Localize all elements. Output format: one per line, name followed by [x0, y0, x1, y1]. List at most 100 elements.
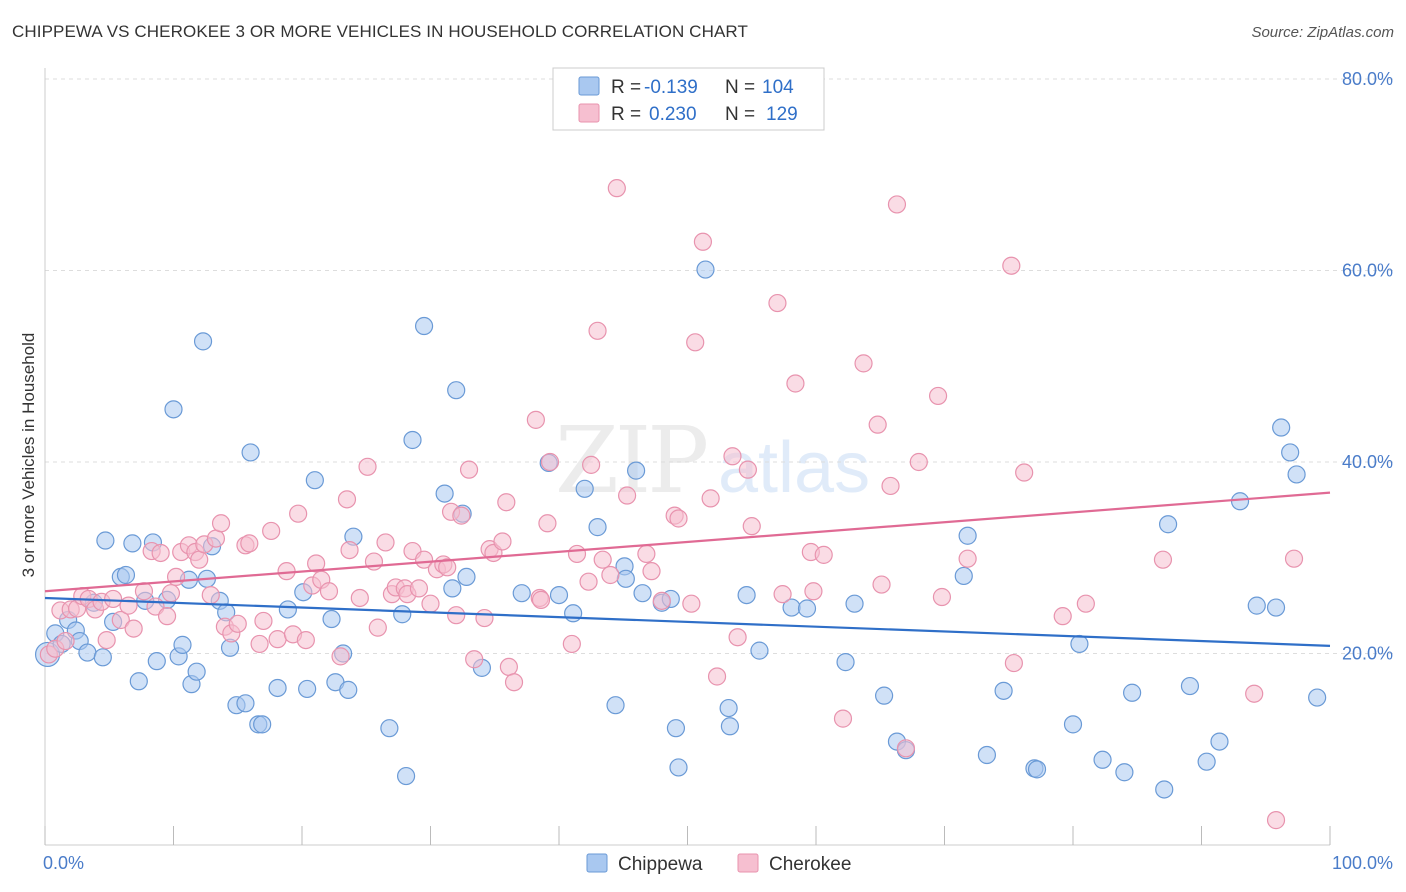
chippewa-point: [193, 332, 213, 351]
chart-title: CHIPPEWA VS CHEROKEE 3 OR MORE VEHICLES …: [12, 22, 748, 41]
chippewa-point: [457, 567, 476, 587]
cherokee-point: [1004, 653, 1023, 673]
chippewa-point: [977, 745, 997, 765]
bottom-legend-label-cherokee: Cherokee: [769, 854, 851, 875]
legend-swatch-cherokee: [578, 103, 600, 123]
y-tick-label: 60.0%: [1342, 261, 1393, 281]
bottom-legend-label-chippewa: Chippewa: [618, 854, 703, 875]
chippewa-point: [696, 260, 715, 279]
chippewa-point: [1123, 683, 1142, 702]
chippewa-point: [549, 585, 569, 605]
cherokee-point: [682, 594, 701, 613]
chippewa-point: [253, 715, 272, 734]
cherokee-trendline: [44, 491, 1331, 593]
chippewa-point: [1247, 596, 1266, 615]
chippewa-point: [633, 584, 652, 603]
chippewa-trendline: [44, 596, 1331, 647]
chippewa-point: [1210, 732, 1229, 751]
chippewa-point: [958, 526, 977, 545]
chippewa-point: [380, 719, 399, 738]
cherokee-point: [701, 489, 720, 508]
legend-n-label-2: N =: [725, 104, 755, 125]
y-tick-label: 20.0%: [1342, 644, 1393, 664]
cherokee-point: [562, 634, 581, 654]
cherokee-point: [438, 558, 457, 577]
cherokee-point: [447, 606, 466, 625]
cherokee-point: [414, 550, 434, 569]
cherokee-point: [601, 565, 620, 585]
cherokee-point: [582, 455, 601, 474]
cherokee-point: [642, 562, 661, 581]
cherokee-point: [814, 545, 833, 564]
chippewa-point: [1180, 676, 1200, 696]
legend-n-value-1: 104: [762, 77, 794, 98]
chippewa-point: [606, 696, 625, 715]
cherokee-point: [686, 333, 705, 352]
cherokee-point: [124, 619, 143, 638]
chippewa-point: [994, 681, 1013, 700]
chippewa-point: [1093, 750, 1112, 769]
cherokee-point: [588, 321, 607, 340]
cherokee-point: [707, 667, 727, 686]
cherokee-point: [1153, 550, 1173, 569]
cherokee-point: [119, 596, 138, 615]
cherokee-point: [593, 550, 612, 569]
cherokee-point: [618, 486, 637, 505]
cherokee-point: [738, 460, 757, 479]
axes: [44, 68, 1331, 846]
cherokee-point: [499, 657, 518, 677]
cherokee-point: [201, 585, 220, 605]
cherokee-point: [337, 490, 357, 509]
y-tick-label: 80.0%: [1342, 69, 1393, 89]
chippewa-point: [719, 698, 738, 718]
cherokee-point: [409, 579, 429, 598]
cherokee-point: [493, 532, 512, 551]
cherokee-point: [465, 650, 484, 669]
cherokee-point: [723, 447, 742, 466]
chippewa-point: [1115, 763, 1134, 782]
cherokee-point: [358, 457, 377, 476]
chippewa-point: [1272, 418, 1291, 437]
cherokee-point: [1015, 463, 1034, 482]
cherokee-point: [1284, 549, 1304, 568]
legend-r-value-2: 0.230: [649, 104, 697, 125]
cherokee-point: [540, 452, 560, 472]
cherokee-point: [1245, 684, 1264, 703]
y-tick-labels: 20.0% 40.0% 60.0% 80.0%: [1342, 69, 1393, 664]
chippewa-point: [845, 594, 864, 613]
cherokee-point: [350, 588, 369, 608]
chippewa-point: [720, 717, 740, 736]
source-credit: Source: ZipAtlas.com: [1251, 24, 1394, 41]
cherokee-point: [459, 460, 479, 479]
chippewa-point: [305, 471, 324, 490]
chippewa-point: [403, 430, 422, 450]
chippewa-point: [1287, 465, 1306, 484]
chippewa-point: [241, 443, 260, 462]
cherokee-point: [307, 554, 326, 573]
chippewa-points: [34, 260, 1327, 799]
bottom-legend-swatch-chippewa: [586, 853, 608, 873]
cherokee-point: [693, 232, 713, 251]
legend-swatch-chippewa: [578, 76, 600, 96]
cherokee-point: [340, 540, 359, 560]
chippewa-point: [1308, 688, 1327, 707]
cherokee-point: [773, 585, 792, 604]
cherokee-point: [868, 415, 887, 434]
cherokee-point: [958, 549, 977, 568]
correlation-legend: R = -0.139 N = 104 R = 0.230 N = 129: [552, 67, 825, 131]
cherokee-point: [190, 550, 209, 569]
chippewa-point: [1266, 598, 1286, 617]
chippewa-point: [298, 679, 317, 699]
cherokee-point: [421, 594, 440, 613]
chippewa-point: [669, 758, 688, 777]
chippewa-point: [322, 609, 341, 629]
cherokee-point: [1002, 256, 1021, 275]
chippewa-point: [1027, 760, 1047, 779]
chippewa-point: [278, 600, 297, 619]
x-tick-label-min: 0.0%: [43, 853, 84, 873]
legend-r-label-2: R =: [611, 104, 641, 125]
x-tick-label-max: 100.0%: [1332, 853, 1393, 873]
cherokee-point: [475, 608, 494, 628]
chippewa-point: [447, 381, 466, 400]
